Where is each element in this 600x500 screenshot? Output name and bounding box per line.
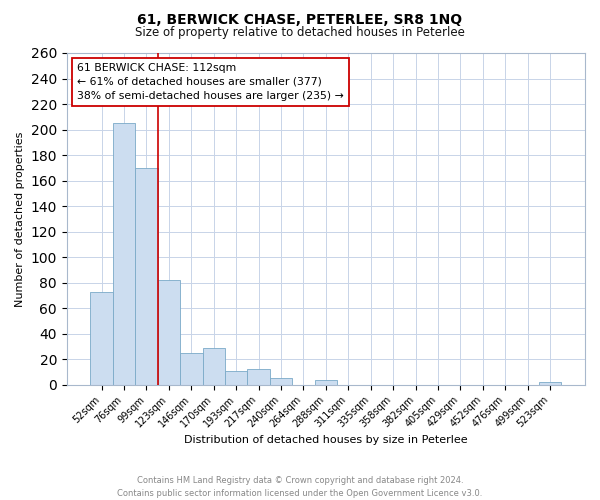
Bar [247, 370, 270, 385]
Text: 61, BERWICK CHASE, PETERLEE, SR8 1NQ: 61, BERWICK CHASE, PETERLEE, SR8 1NQ [137, 12, 463, 26]
Bar [91, 292, 113, 385]
Bar [225, 371, 247, 385]
Bar [180, 353, 203, 385]
Bar [113, 123, 135, 385]
Text: Contains HM Land Registry data © Crown copyright and database right 2024.
Contai: Contains HM Land Registry data © Crown c… [118, 476, 482, 498]
Y-axis label: Number of detached properties: Number of detached properties [15, 131, 25, 306]
Bar [203, 348, 225, 385]
Bar [314, 380, 337, 385]
Text: Size of property relative to detached houses in Peterlee: Size of property relative to detached ho… [135, 26, 465, 39]
Bar [539, 382, 562, 385]
Bar [135, 168, 158, 385]
X-axis label: Distribution of detached houses by size in Peterlee: Distribution of detached houses by size … [184, 435, 468, 445]
Bar [270, 378, 292, 385]
Bar [158, 280, 180, 385]
Text: 61 BERWICK CHASE: 112sqm
← 61% of detached houses are smaller (377)
38% of semi-: 61 BERWICK CHASE: 112sqm ← 61% of detach… [77, 63, 344, 101]
